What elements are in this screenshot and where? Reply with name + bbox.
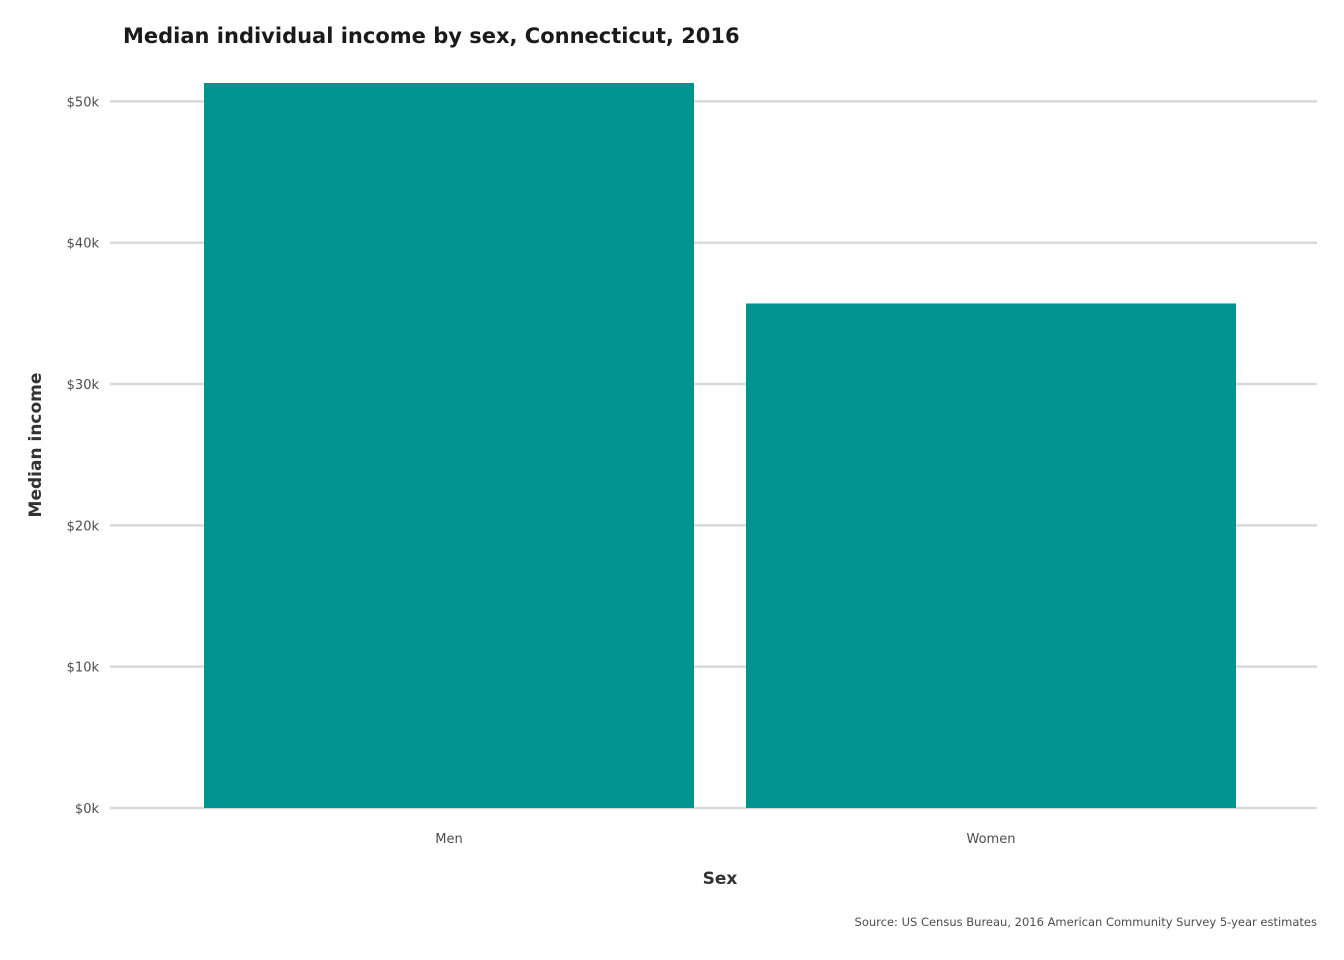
chart-title: Median individual income by sex, Connect…: [123, 24, 740, 48]
bar-men: [204, 83, 694, 808]
x-axis-title: Sex: [703, 869, 738, 889]
bars: [204, 83, 1236, 808]
bar-women: [746, 303, 1236, 808]
y-tick-label: $10k: [67, 661, 100, 676]
y-axis-title: Median income: [26, 373, 46, 518]
y-axis-ticks: $0k $10k $20k $30k $40k $50k: [67, 95, 100, 817]
y-tick-label: $50k: [67, 95, 100, 110]
y-tick-label: $20k: [67, 519, 100, 534]
y-tick-label: $30k: [67, 378, 100, 393]
x-tick-label: Men: [435, 832, 462, 847]
y-tick-label: $40k: [67, 237, 100, 252]
x-axis-ticks: Men Women: [435, 832, 1015, 847]
y-tick-label: $0k: [75, 802, 100, 817]
chart-caption: Source: US Census Bureau, 2016 American …: [855, 915, 1317, 929]
x-tick-label: Women: [967, 832, 1016, 847]
